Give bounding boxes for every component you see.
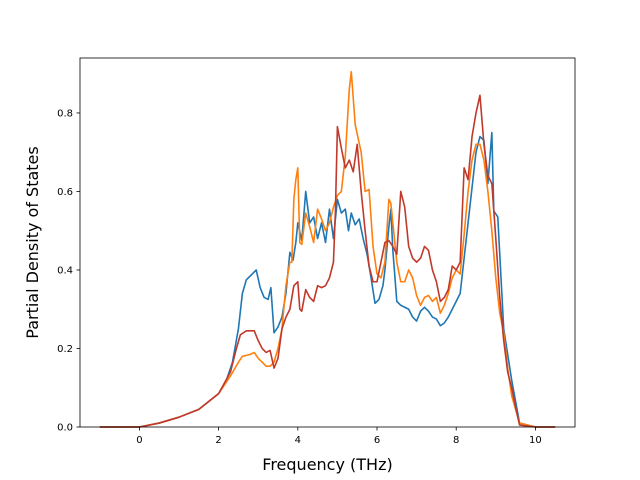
- x-tick-label: 10: [529, 435, 542, 446]
- x-tick-label: 8: [453, 435, 459, 446]
- plot-frame: [79, 57, 576, 428]
- x-axis: 0 2 4 6 8 10: [136, 427, 542, 446]
- series-line-3: [99, 94, 556, 428]
- series-layer: [99, 70, 556, 428]
- y-axis: 0.0 0.2 0.4 0.6 0.8: [57, 108, 80, 434]
- y-axis-label: Partial Density of States: [23, 146, 42, 338]
- y-tick-label: 0.8: [57, 108, 73, 119]
- x-tick-label: 6: [374, 435, 380, 446]
- x-tick-label: 4: [295, 435, 301, 446]
- series-line-1: [99, 131, 556, 428]
- y-tick-label: 0.6: [57, 187, 73, 198]
- y-tick-label: 0.0: [57, 423, 73, 434]
- y-tick-label: 0.2: [57, 344, 73, 355]
- x-tick-label: 2: [215, 435, 221, 446]
- y-tick-label: 0.4: [57, 265, 73, 276]
- series-line-2: [99, 70, 556, 428]
- x-tick-label: 0: [136, 435, 142, 446]
- x-axis-label: Frequency (THz): [262, 455, 392, 474]
